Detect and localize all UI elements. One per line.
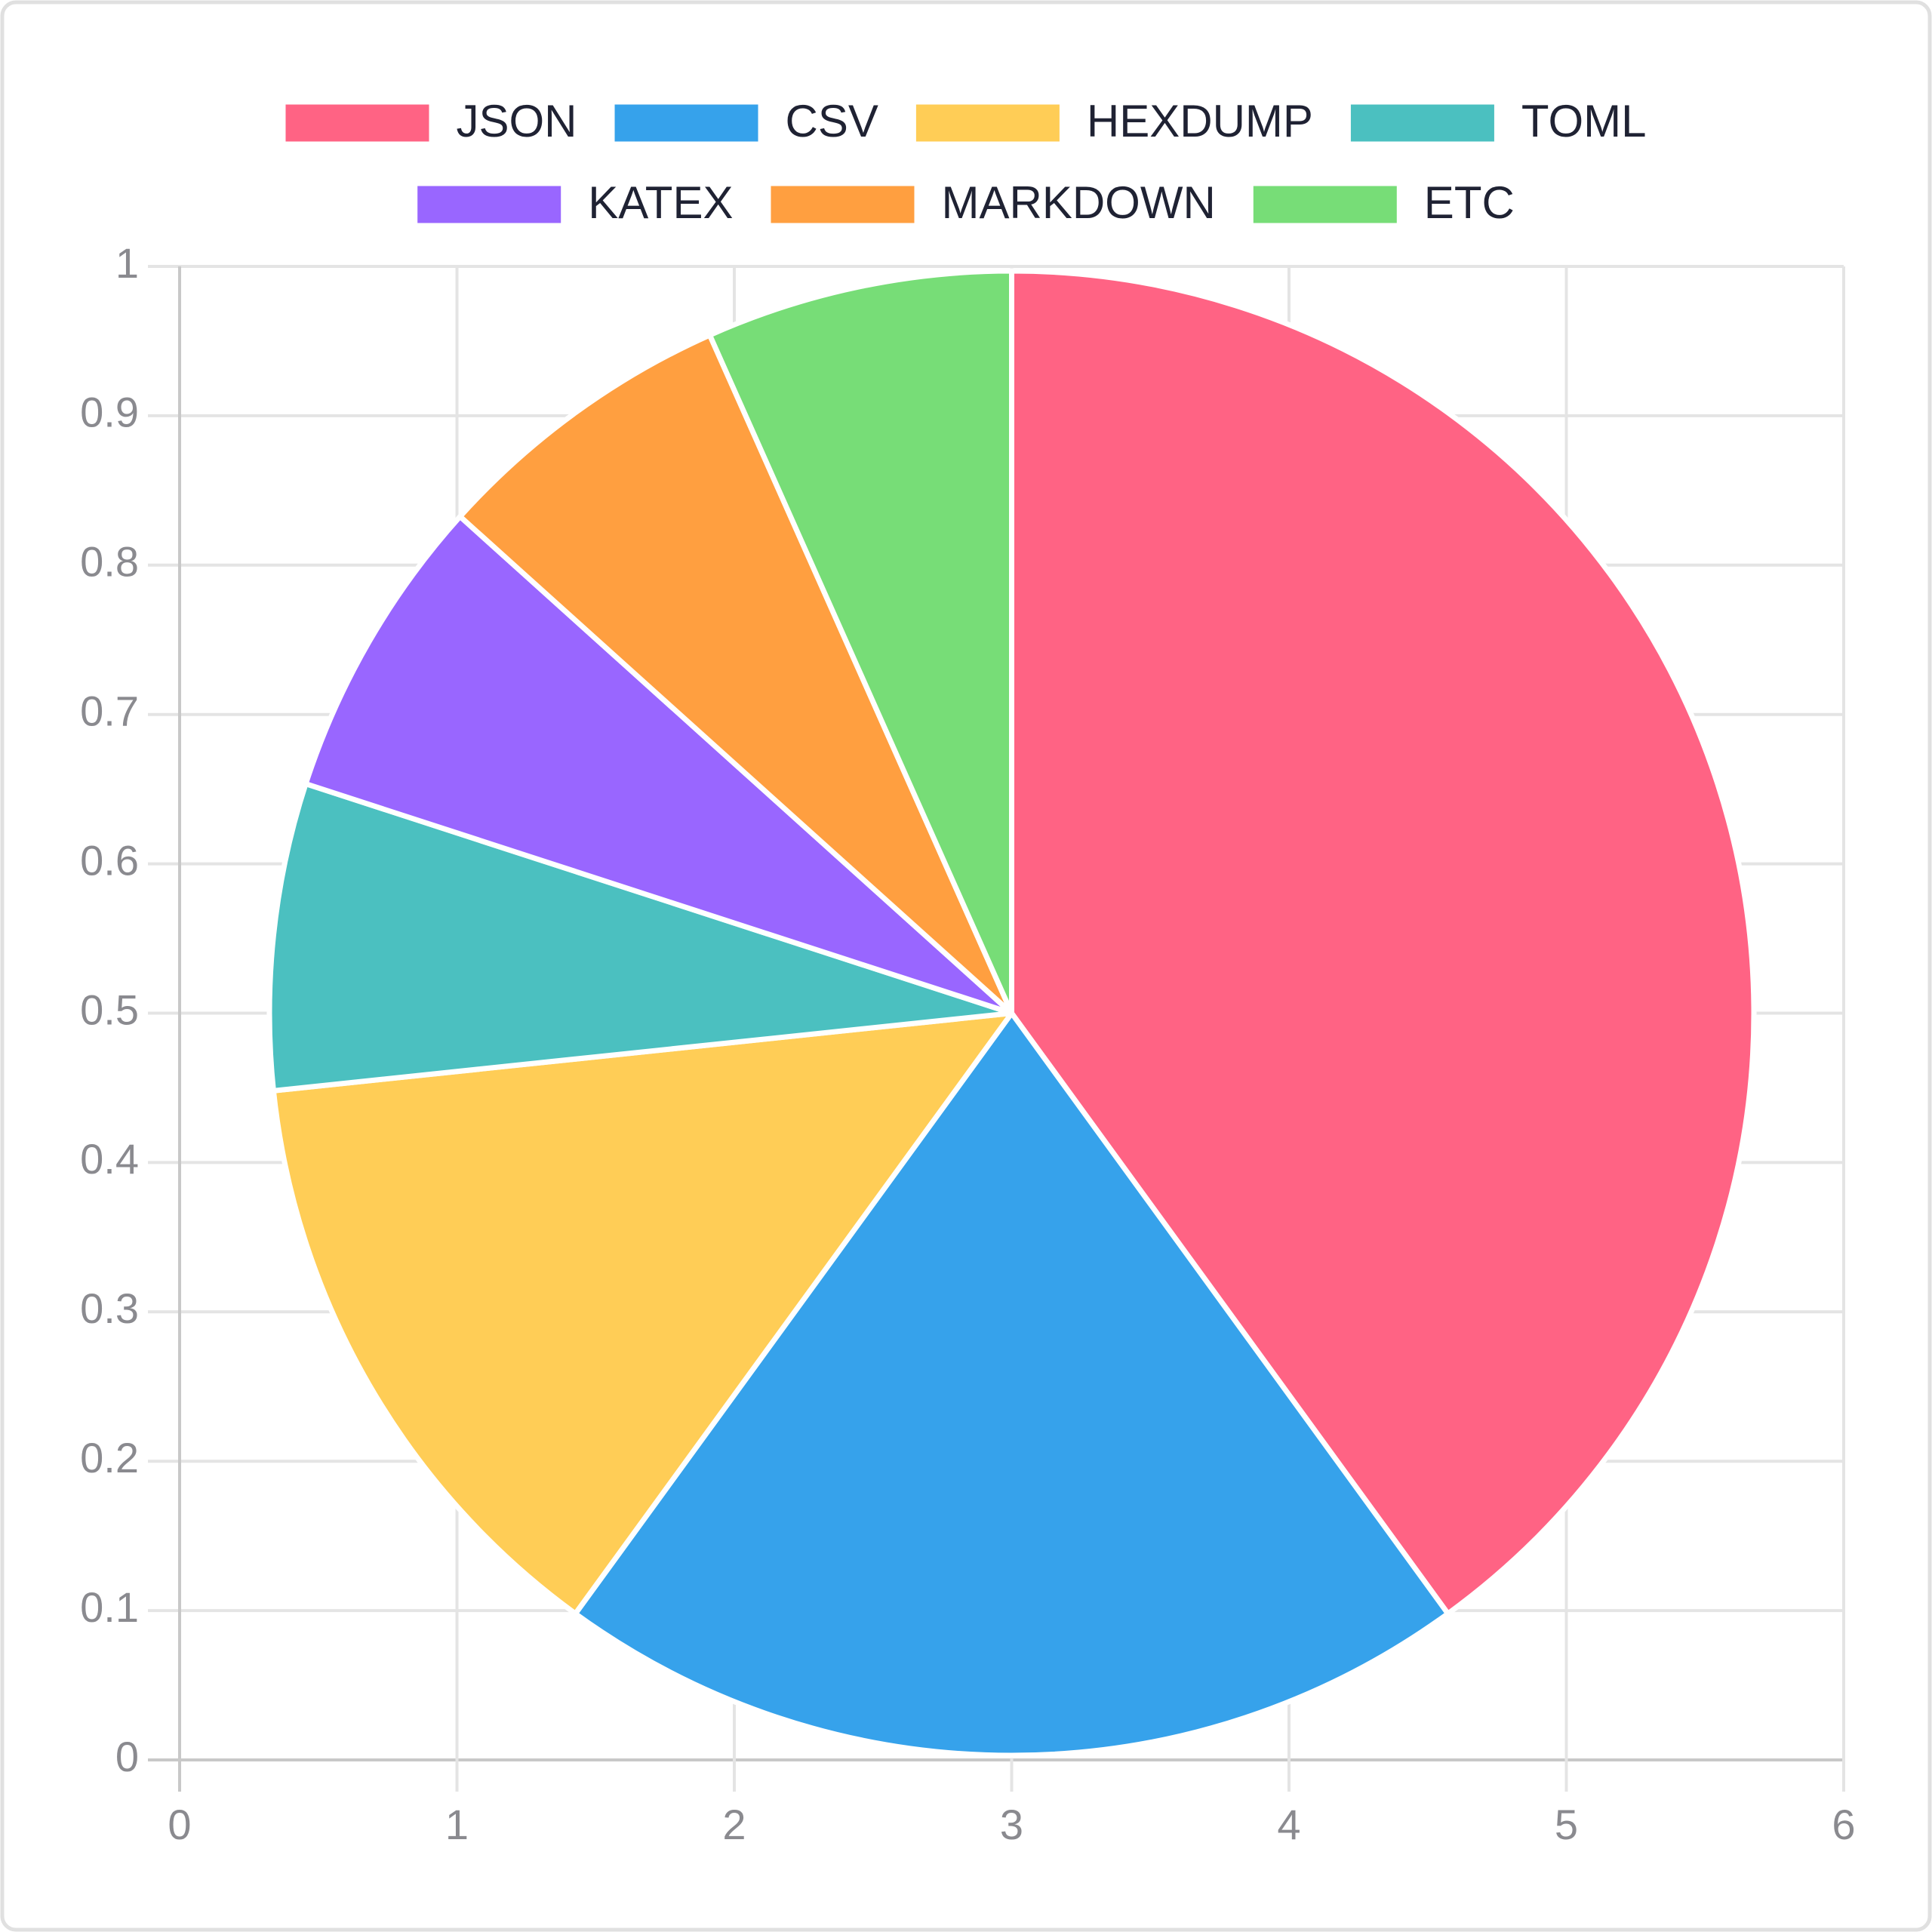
legend-label: KATEX xyxy=(588,177,733,228)
legend-swatch xyxy=(771,186,915,223)
x-tick-label: 1 xyxy=(445,1801,469,1848)
y-tick-label: 0.9 xyxy=(80,389,139,436)
legend-label: TOML xyxy=(1521,96,1647,146)
y-tick-label: 0.7 xyxy=(80,687,139,734)
legend-label: JSON xyxy=(456,96,577,146)
pie-slice xyxy=(572,1011,1451,1758)
pie-slice xyxy=(303,513,1014,1016)
x-tick-label: 0 xyxy=(168,1801,191,1848)
legend-swatch xyxy=(417,186,561,223)
y-tick-label: 0 xyxy=(115,1733,139,1780)
legend-label: ETC xyxy=(1424,177,1515,228)
legend-swatch xyxy=(915,104,1060,142)
legend-label: MARKDOWN xyxy=(941,177,1215,228)
y-tick-label: 0.5 xyxy=(80,986,139,1033)
legend-label: CSV xyxy=(786,96,878,146)
x-tick-label: 3 xyxy=(1000,1801,1023,1848)
x-tick-label: 2 xyxy=(722,1801,746,1848)
x-tick-label: 4 xyxy=(1277,1801,1300,1848)
legend-label: HEXDUMP xyxy=(1087,96,1313,146)
pie-slice xyxy=(706,268,1014,1016)
pie-slice xyxy=(270,1011,1014,1617)
y-tick-label: 0.2 xyxy=(80,1434,139,1481)
y-tick-label: 1 xyxy=(115,239,139,287)
x-tick-label: 5 xyxy=(1555,1801,1578,1848)
legend-swatch xyxy=(1253,186,1397,223)
pie-slice xyxy=(266,781,1014,1094)
y-tick-label: 0.1 xyxy=(80,1583,139,1631)
y-tick-label: 0.4 xyxy=(80,1135,139,1183)
x-tick-label: 6 xyxy=(1832,1801,1855,1848)
y-tick-label: 0.6 xyxy=(80,836,139,884)
legend-swatch xyxy=(285,104,429,142)
y-tick-label: 0.8 xyxy=(80,538,139,586)
legend-swatch xyxy=(1350,104,1494,142)
pie-slice xyxy=(1009,268,1757,1617)
pie-slice xyxy=(457,332,1014,1016)
y-tick-label: 0.3 xyxy=(80,1284,139,1332)
legend-swatch xyxy=(614,104,758,142)
